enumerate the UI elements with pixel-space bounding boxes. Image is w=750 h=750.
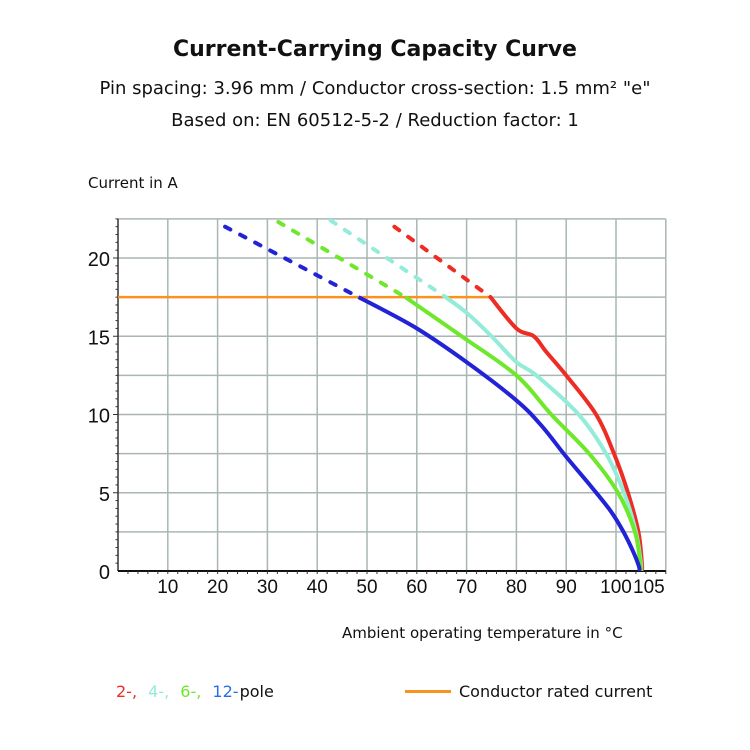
y-tick-label: 10 (88, 406, 110, 428)
y-tick-label: 5 (99, 484, 110, 506)
x-tick-label: 20 (207, 577, 228, 598)
legend-6-pole: 6-, (180, 682, 202, 701)
x-tick-label: 105 (633, 577, 665, 598)
chart-title: Current-Carrying Capacity Curve (173, 37, 577, 62)
x-tick-label: 70 (456, 577, 477, 598)
x-tick-label: 80 (506, 577, 527, 598)
y-tick-label: 15 (88, 327, 110, 349)
series-2-pole-line (488, 295, 645, 572)
y-tick-label: 20 (88, 249, 110, 271)
series-6-pole-line (404, 295, 643, 572)
y-axis-label: Current in A (88, 174, 178, 192)
legend-12-pole: 12- (212, 682, 239, 701)
legend-4-pole: 4-, (148, 682, 170, 701)
chart-subtitle-1: Pin spacing: 3.96 mm / Conductor cross-s… (99, 78, 651, 99)
x-tick-label: 30 (257, 577, 278, 598)
x-tick-label: 60 (406, 577, 427, 598)
series-4-pole-dashed (328, 218, 448, 300)
y-tick-label: 0 (99, 562, 110, 584)
series-4-pole-line (444, 295, 644, 572)
x-tick-label: 50 (356, 577, 377, 598)
legend-2-pole: 2-, (116, 682, 138, 701)
x-axis-label: Ambient operating temperature in °C (342, 624, 623, 642)
legend-rated-current: Conductor rated current (405, 682, 652, 701)
series-12-pole-line (357, 295, 642, 572)
x-tick-label: 100 (600, 577, 632, 598)
series-12-pole-dashed (223, 224, 361, 300)
x-tick-label: 10 (157, 577, 178, 598)
chart-subtitle-2: Based on: EN 60512-5-2 / Reduction facto… (171, 110, 579, 131)
series-2-pole-dashed (392, 224, 493, 300)
x-tick-label: 90 (556, 577, 577, 598)
legend-rated-swatch (405, 690, 451, 693)
series-6-pole-dashed (276, 220, 408, 300)
legend-poles: 2-, 4-, 6-, 12-pole (116, 682, 280, 701)
legend-pole-suffix: pole (239, 682, 274, 701)
x-tick-label: 40 (307, 577, 328, 598)
legend-rated-label: Conductor rated current (459, 682, 653, 701)
